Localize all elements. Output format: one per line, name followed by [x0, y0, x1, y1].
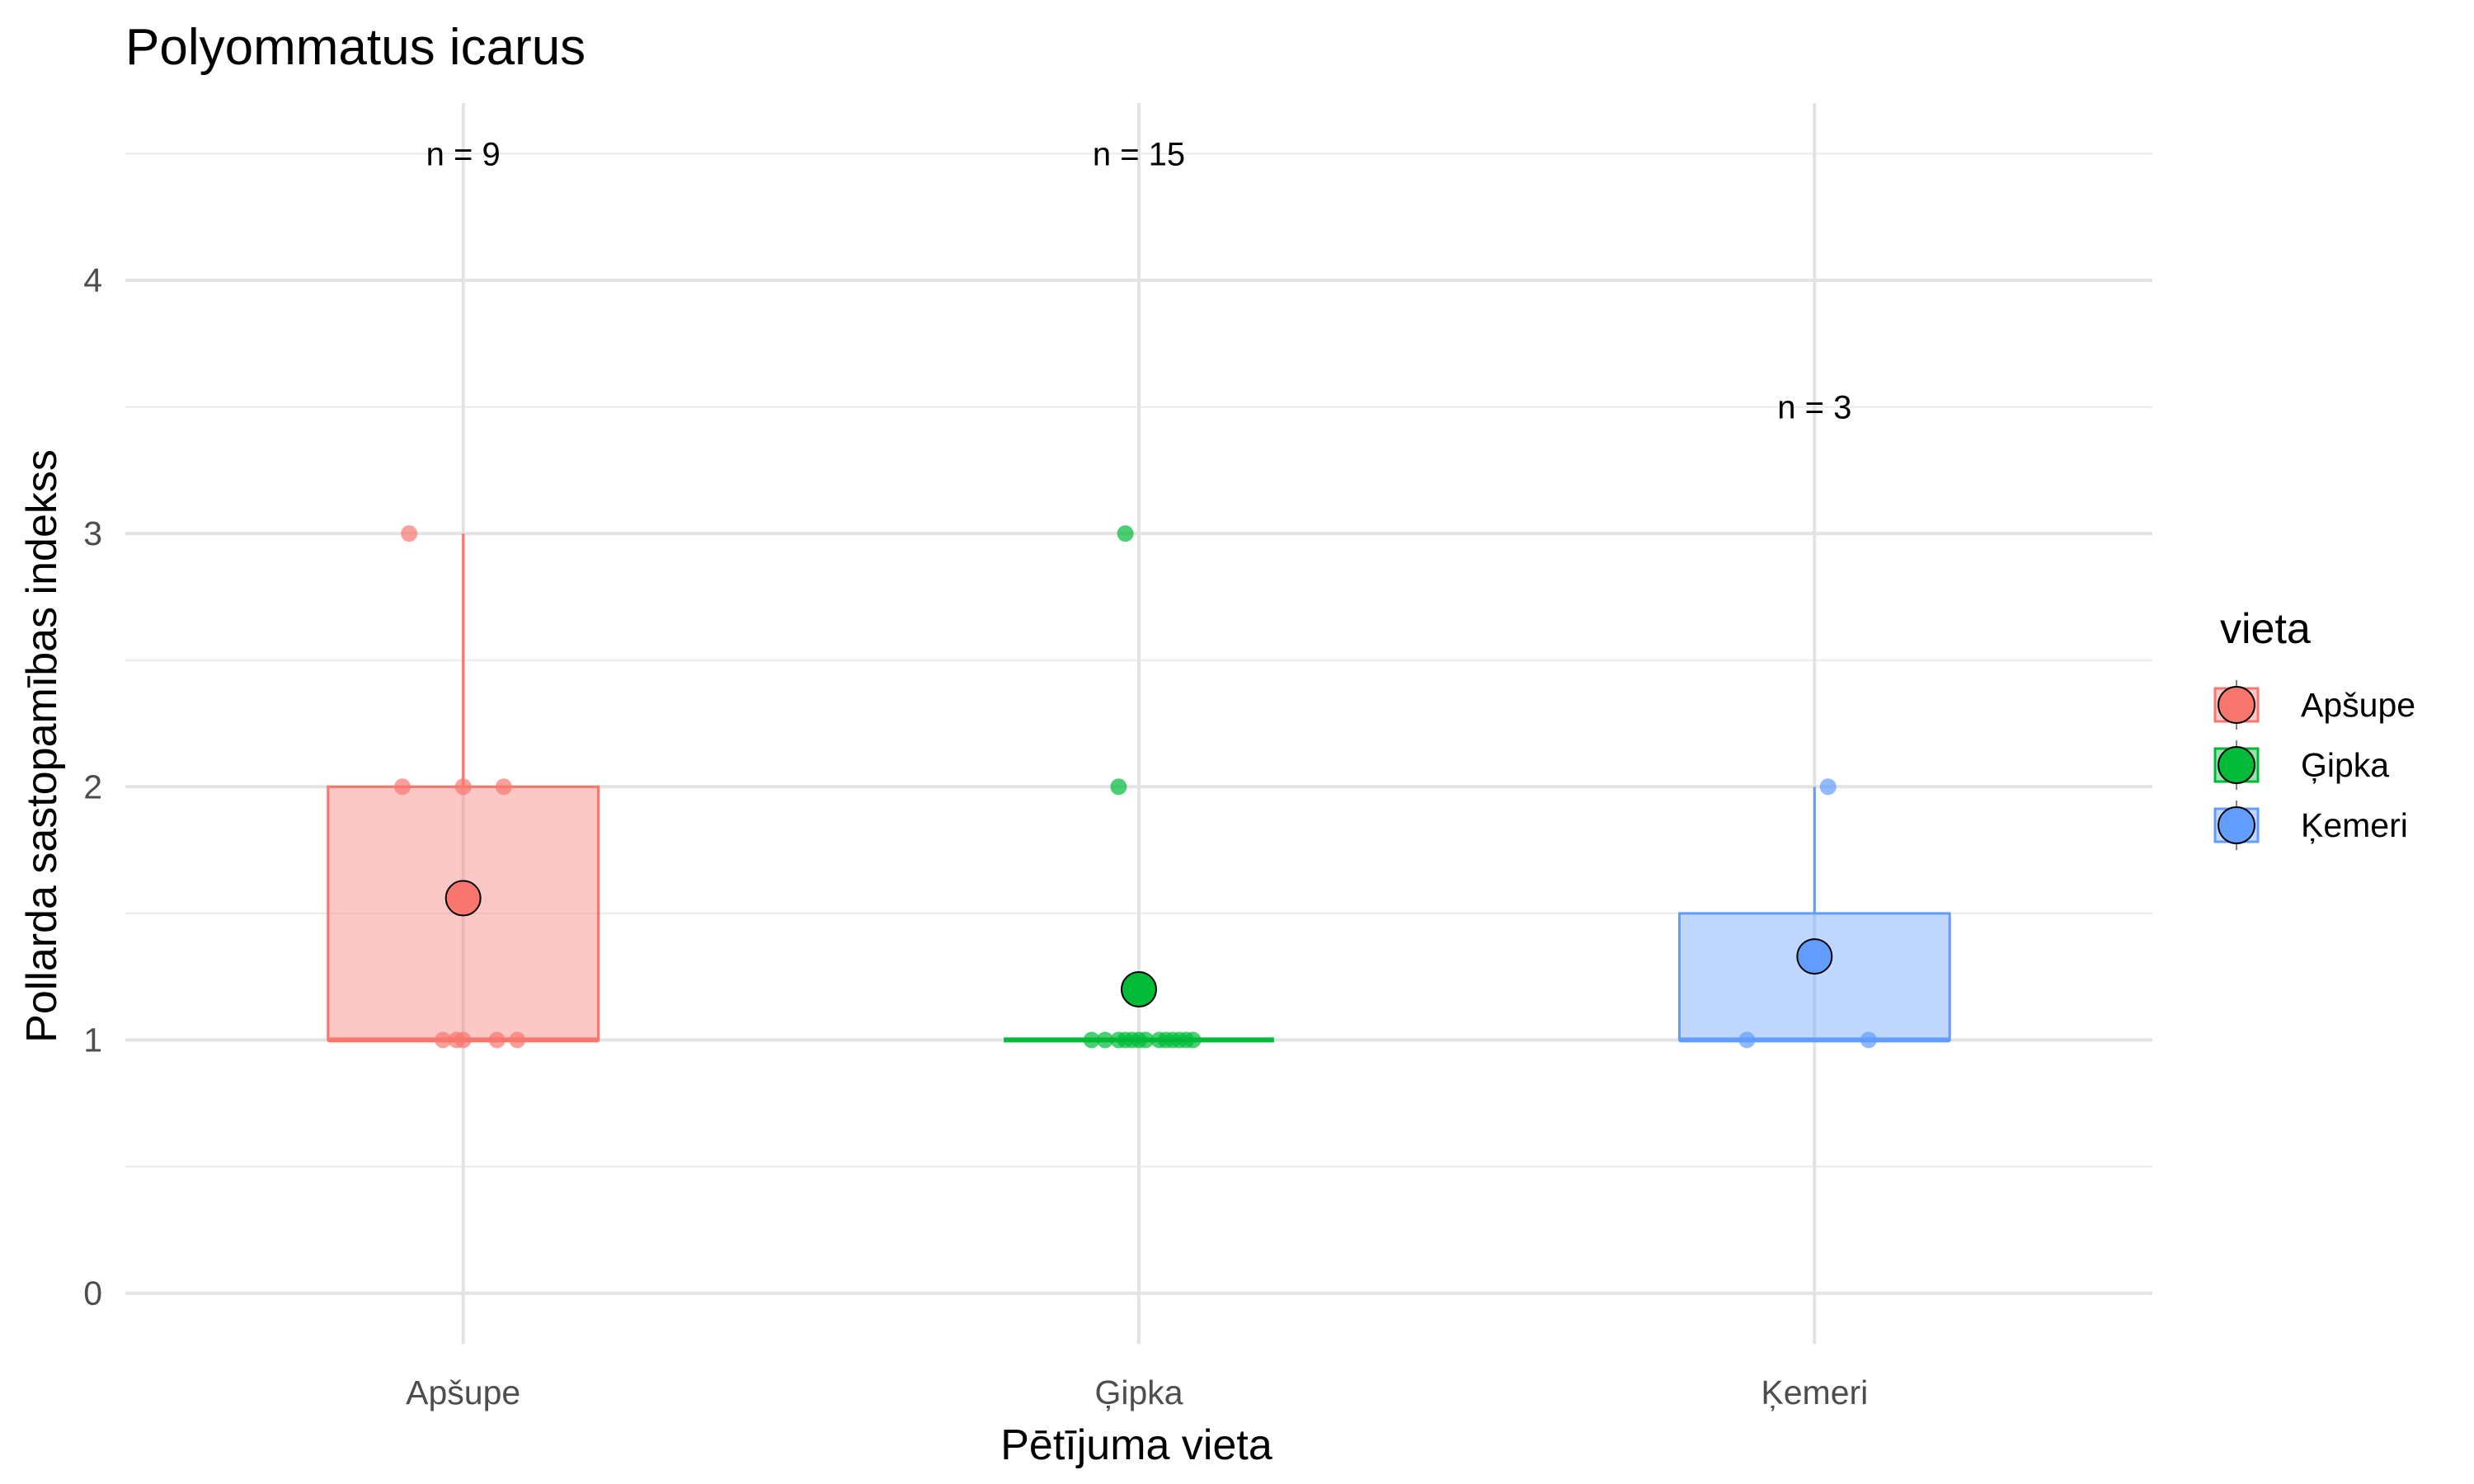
- x-axis-title: Pētījuma vieta: [1000, 1421, 1272, 1469]
- data-point: [454, 1031, 472, 1049]
- data-point: [401, 525, 418, 542]
- legend-label: Ģipka: [2301, 746, 2389, 784]
- data-point: [1860, 1031, 1877, 1049]
- data-points: [393, 525, 1877, 1049]
- data-point: [1819, 778, 1837, 796]
- legend-key: [2213, 740, 2260, 790]
- n-label: n = 3: [1777, 390, 1851, 426]
- x-tick-label: Ķemeri: [1761, 1374, 1868, 1411]
- data-point: [488, 1031, 506, 1049]
- data-point: [1110, 778, 1127, 796]
- grid: [125, 103, 2152, 1344]
- data-point: [1137, 1031, 1155, 1049]
- data-point: [435, 1031, 452, 1049]
- legend-key-dot: [2218, 746, 2255, 784]
- mean-point: [444, 880, 482, 917]
- data-point: [1117, 525, 1134, 542]
- axis-ticks: 0 1 2 3 4 Apšupe Ģipka Ķemeri: [83, 261, 1868, 1411]
- box: [1677, 912, 1951, 1041]
- legend-label: Ķemeri: [2301, 806, 2408, 844]
- n-label: n = 9: [426, 136, 501, 172]
- legend-key: [2213, 801, 2260, 850]
- y-tick-label: 0: [83, 1275, 102, 1313]
- n-labels: n = 9 n = 15 n = 3: [426, 136, 1852, 425]
- data-point: [1184, 1031, 1202, 1049]
- x-tick-label: Apšupe: [406, 1374, 520, 1411]
- mean-point: [1121, 971, 1157, 1007]
- data-point: [1738, 1031, 1756, 1049]
- chart-title: Polyommatus icarus: [125, 19, 586, 76]
- x-tick-label: Ģipka: [1094, 1374, 1183, 1411]
- y-axis-title: Pollarda sastopamības indekss: [18, 449, 66, 1043]
- data-point: [509, 1031, 526, 1049]
- data-point: [454, 778, 472, 796]
- y-tick-label: 3: [83, 514, 102, 552]
- data-point: [1097, 1031, 1114, 1049]
- n-label: n = 15: [1093, 136, 1185, 172]
- legend-key: [2213, 680, 2260, 730]
- data-point: [393, 778, 411, 796]
- mean-point: [1796, 938, 1833, 975]
- means: [444, 880, 1833, 1007]
- legend-label: Apšupe: [2301, 686, 2415, 724]
- data-point: [1083, 1031, 1100, 1049]
- y-tick-label: 4: [83, 261, 102, 299]
- legend-key-dot: [2218, 806, 2255, 844]
- legend: vieta Apšupe Ģipka Ķemeri: [2213, 605, 2415, 850]
- data-point: [495, 778, 512, 796]
- legend-title: vieta: [2220, 605, 2311, 653]
- y-tick-label: 1: [83, 1021, 102, 1059]
- legend-key-dot: [2218, 686, 2255, 724]
- y-tick-label: 2: [83, 768, 102, 805]
